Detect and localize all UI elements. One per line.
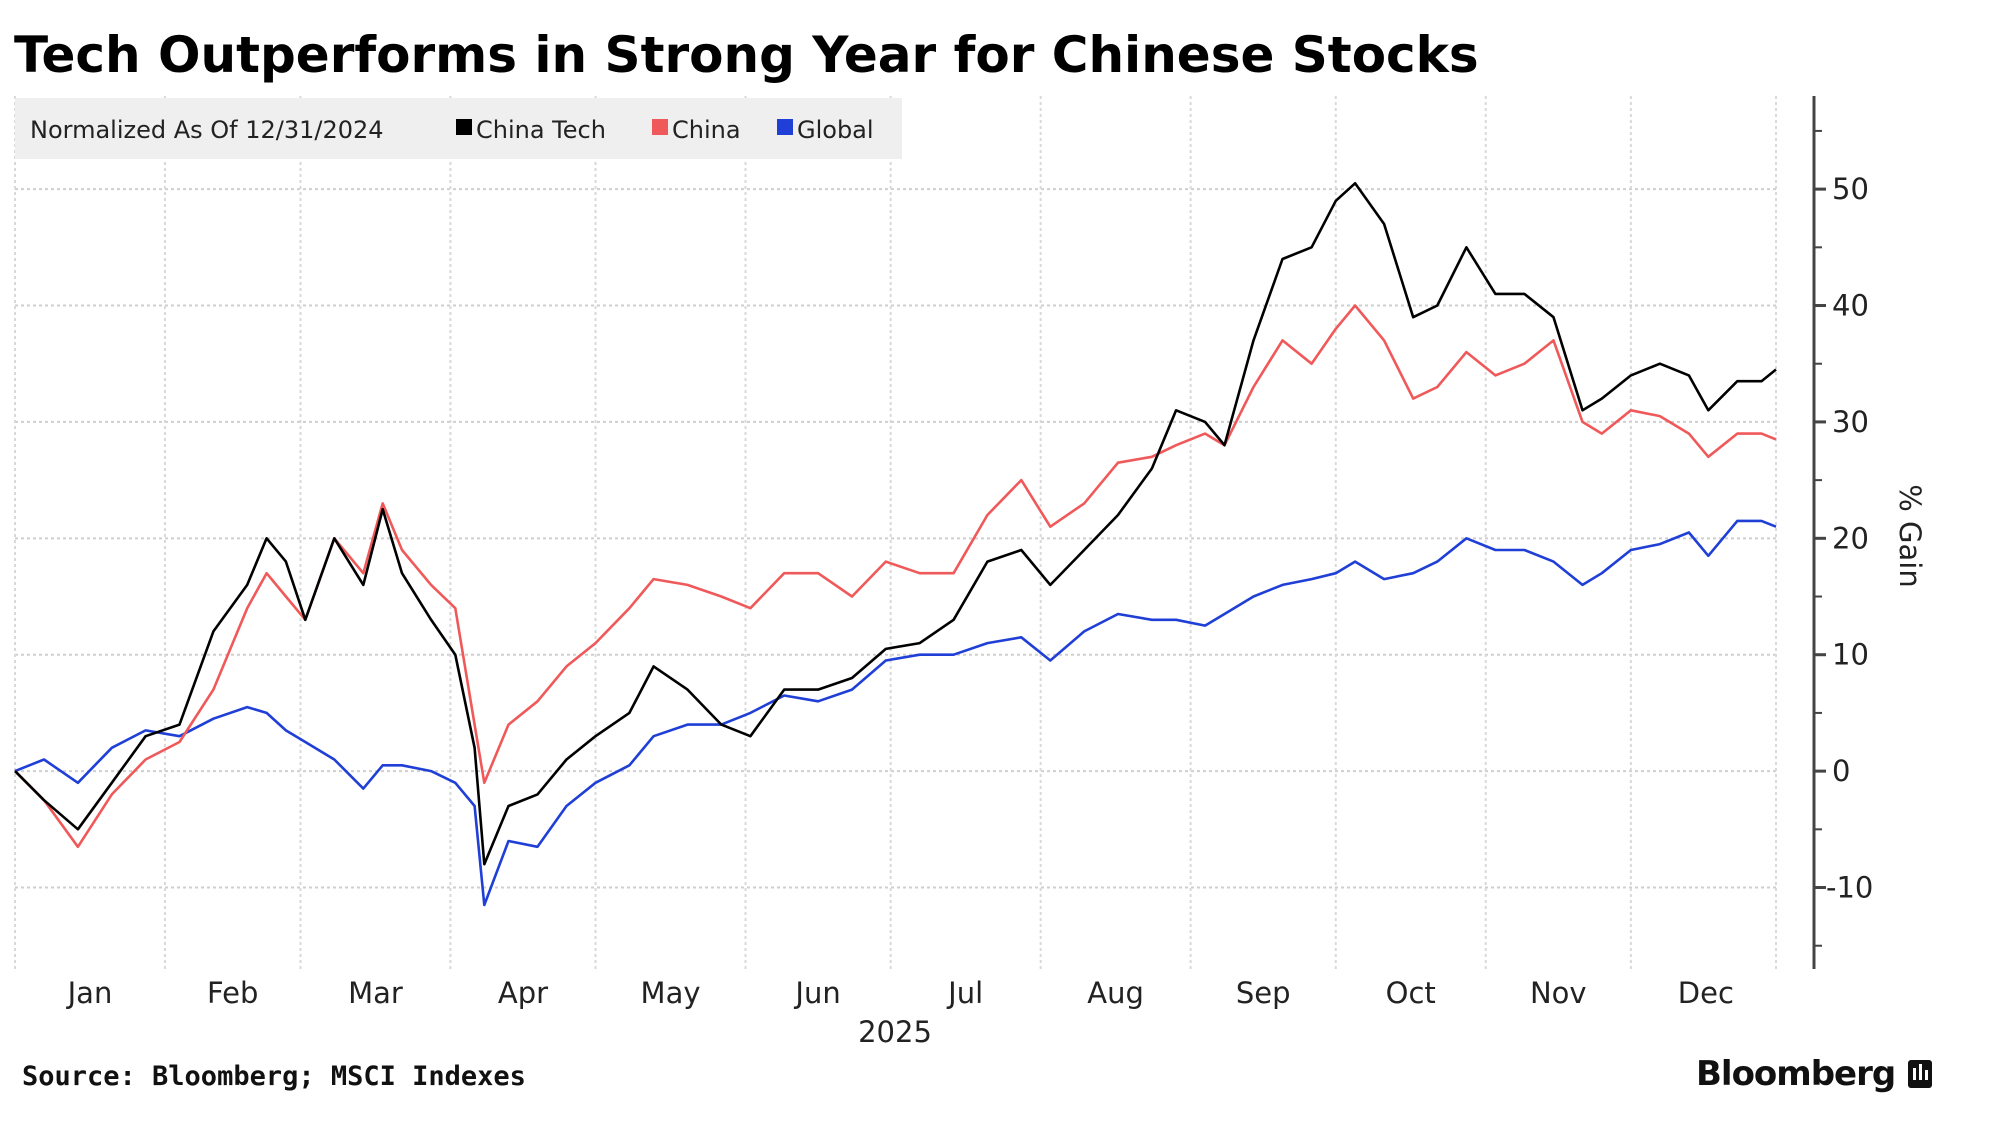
grid [14,96,1777,969]
bloomberg-terminal-icon [1908,1060,1932,1088]
series-line-global [14,519,1777,907]
source-note: Source: Bloomberg; MSCI Indexes [22,1061,526,1092]
legend-swatch-global [777,119,793,135]
y-tick-label: 50 [1832,172,1869,206]
y-tick-label: 0 [1832,754,1850,788]
x-tick-label: Sep [1236,976,1291,1010]
y-tick-label: 40 [1832,289,1869,323]
series-line-china [14,304,1777,849]
legend-label-china-tech: China Tech [476,116,606,144]
legend-swatch-china-tech [456,119,472,135]
y-axis: 50 40 30 20 10 0 -10 [1814,129,1873,947]
legend-subtitle: Normalized As Of 12/31/2024 [30,116,384,144]
x-tick-label: Dec [1678,976,1734,1010]
y-tick-label: 30 [1832,405,1869,439]
x-tick-label: Aug [1087,976,1144,1010]
chart-title: Tech Outperforms in Strong Year for Chin… [14,26,1479,84]
x-axis: Jan Feb Mar Apr May Jun Jul Aug Sep Oct Nov Dec [66,976,1734,1010]
legend-label-china: China [672,116,741,144]
x-tick-label: Jul [946,976,983,1010]
x-tick-label: Apr [498,976,548,1010]
x-tick-label: Jan [66,976,113,1010]
x-tick-label: Mar [348,976,403,1010]
series-line-china-tech [14,182,1777,866]
legend-swatch-china [652,119,668,135]
bloomberg-logo: Bloomberg [1696,1054,1895,1094]
x-tick-label: Jun [793,976,840,1010]
legend-label-global: Global [797,116,874,144]
x-tick-label: Feb [207,976,258,1010]
x-tick-label: May [641,976,701,1010]
year-label: 2025 [858,1015,932,1049]
y-tick-label: -10 [1826,871,1873,905]
legend: Normalized As Of 12/31/2024 China Tech C… [15,98,902,159]
y-tick-label: 10 [1832,638,1869,672]
x-tick-label: Nov [1530,976,1587,1010]
x-tick-label: Oct [1386,976,1436,1010]
y-tick-label: 20 [1832,521,1869,555]
series-lines [14,182,1777,907]
y-axis-label: % Gain [1893,484,1927,587]
